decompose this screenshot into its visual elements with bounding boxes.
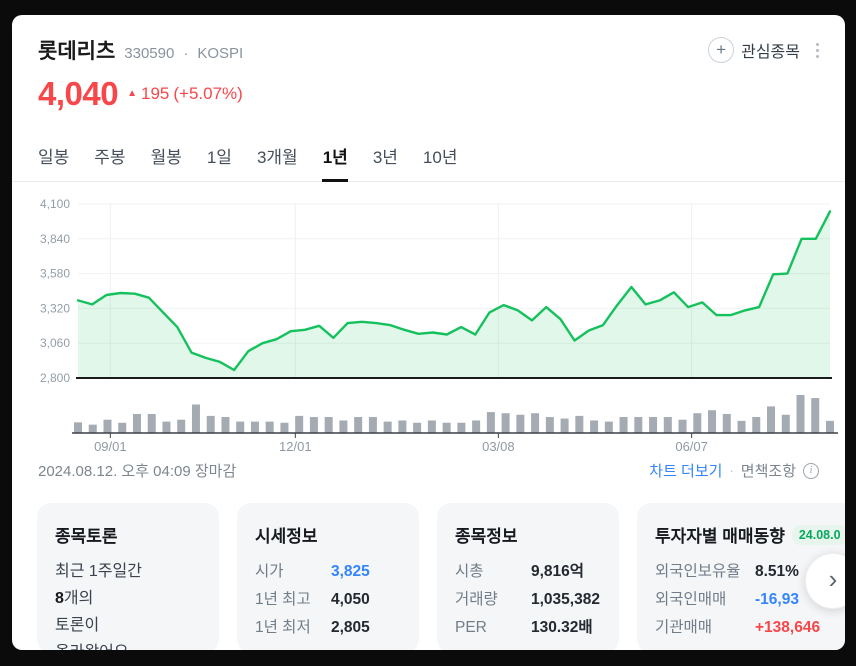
price-row: 4,040 ▲ 195 (+5.07%) [12, 65, 845, 113]
investor-row-institution-trade: 기관매매 +138,646 [655, 619, 821, 636]
footer-links: 차트 더보기 · 면책조항 i [649, 460, 819, 481]
card-discussion[interactable]: 종목토론 최근 1주일간 8개의 토론이 올라왔어요 [37, 503, 219, 650]
header: 롯데리츠 330590 · KOSPI + 관심종목 [12, 15, 845, 65]
quote-row-open: 시가 3,825 [255, 563, 370, 580]
change-percent: (+5.07%) [173, 84, 243, 103]
tab-10years[interactable]: 10년 [422, 148, 458, 167]
card-quote-title: 시세정보 [255, 527, 318, 546]
info-row-per: PER 130.32배 [455, 619, 593, 636]
card-info-title: 종목정보 [455, 527, 518, 546]
stock-code: 330590 [124, 45, 175, 62]
tab-3years[interactable]: 3년 [372, 148, 398, 167]
link-separator: · [729, 463, 734, 478]
svg-text:3,840: 3,840 [40, 232, 70, 246]
svg-text:3,060: 3,060 [40, 336, 70, 350]
summary-cards: 종목토론 최근 1주일간 8개의 토론이 올라왔어요 시세정보 시가 3,825… [12, 481, 845, 650]
tab-monthly[interactable]: 월봉 [150, 148, 182, 167]
svg-text:03/08: 03/08 [482, 439, 515, 454]
add-watchlist-button[interactable]: + 관심종목 [708, 37, 800, 63]
quote-row-low: 1년 최저 2,805 [255, 619, 370, 636]
tab-1day[interactable]: 1일 [206, 148, 232, 167]
watchlist-label: 관심종목 [741, 44, 800, 61]
title-group: 롯데리츠 330590 · KOSPI [38, 35, 243, 65]
svg-text:4,100: 4,100 [40, 197, 70, 211]
tab-3months[interactable]: 3개월 [256, 148, 298, 167]
header-actions: + 관심종목 [708, 37, 821, 63]
price-chart-svg: 4,100 3,840 3,580 3,320 3,060 2,800 09/01 12/01… [40, 197, 838, 454]
change-amount: 195 [141, 84, 170, 103]
quote-row-high: 1년 최고 4,050 [255, 591, 370, 608]
card-stock-info[interactable]: 종목정보 시총 9,816억 거래량 1,035,382 PER 130.32배 [437, 503, 619, 650]
discussion-summary: 최근 1주일간 8개의 토론이 올라왔어요 [55, 563, 142, 650]
up-arrow-icon: ▲ [127, 88, 137, 99]
card-investor-title: 투자자별 매매동향 [655, 527, 785, 546]
current-price: 4,040 [38, 75, 119, 112]
price-change: ▲ 195 (+5.07%) [127, 84, 243, 104]
kebab-menu-icon[interactable] [814, 39, 821, 62]
info-icon[interactable]: i [803, 462, 819, 479]
info-row-marketcap: 시총 9,816억 [455, 563, 585, 580]
chart-more-link[interactable]: 차트 더보기 [649, 463, 723, 480]
tab-1year[interactable]: 1년 [323, 143, 348, 181]
tab-weekly[interactable]: 주봉 [94, 148, 126, 167]
card-quote-info[interactable]: 시세정보 시가 3,825 1년 최고 4,050 1년 최저 2,805 [237, 503, 419, 650]
tab-daily[interactable]: 일봉 [38, 148, 70, 167]
card-discussion-title: 종목토론 [55, 527, 118, 546]
price-chart: 4,100 3,840 3,580 3,320 3,060 2,800 09/01 12/01… [12, 194, 845, 456]
plus-circle-icon: + [708, 37, 735, 63]
svg-text:06/07: 06/07 [675, 439, 708, 454]
chart-footer: 2024.08.12. 오후 04:09 장마감 차트 더보기 · 면책조항 i [12, 456, 845, 481]
svg-text:3,580: 3,580 [40, 267, 70, 281]
investor-date-badge: 24.08.0 [791, 524, 845, 545]
stock-name: 롯데리츠 [38, 40, 116, 63]
svg-text:3,320: 3,320 [40, 301, 70, 315]
investor-row-foreign-trade: 외국인매매 -16,93 [655, 591, 799, 608]
svg-text:09/01: 09/01 [94, 439, 127, 454]
disclaimer-link[interactable]: 면책조항 [740, 463, 796, 480]
investor-row-foreign-ratio: 외국인보유율 8.51% [655, 563, 799, 580]
svg-text:2,800: 2,800 [40, 371, 70, 385]
market-timestamp: 2024.08.12. 오후 04:09 장마감 [38, 463, 237, 480]
period-tabs: 일봉 주봉 월봉 1일 3개월 1년 3년 10년 [12, 113, 845, 182]
chevron-right-icon: › [828, 564, 838, 594]
stock-market: KOSPI [197, 45, 244, 62]
stock-detail-panel: 롯데리츠 330590 · KOSPI + 관심종목 4,040 ▲ 195 (… [12, 15, 845, 650]
svg-text:12/01: 12/01 [279, 439, 312, 454]
code-market-separator: · [183, 45, 189, 62]
info-row-volume: 거래량 1,035,382 [455, 591, 600, 608]
